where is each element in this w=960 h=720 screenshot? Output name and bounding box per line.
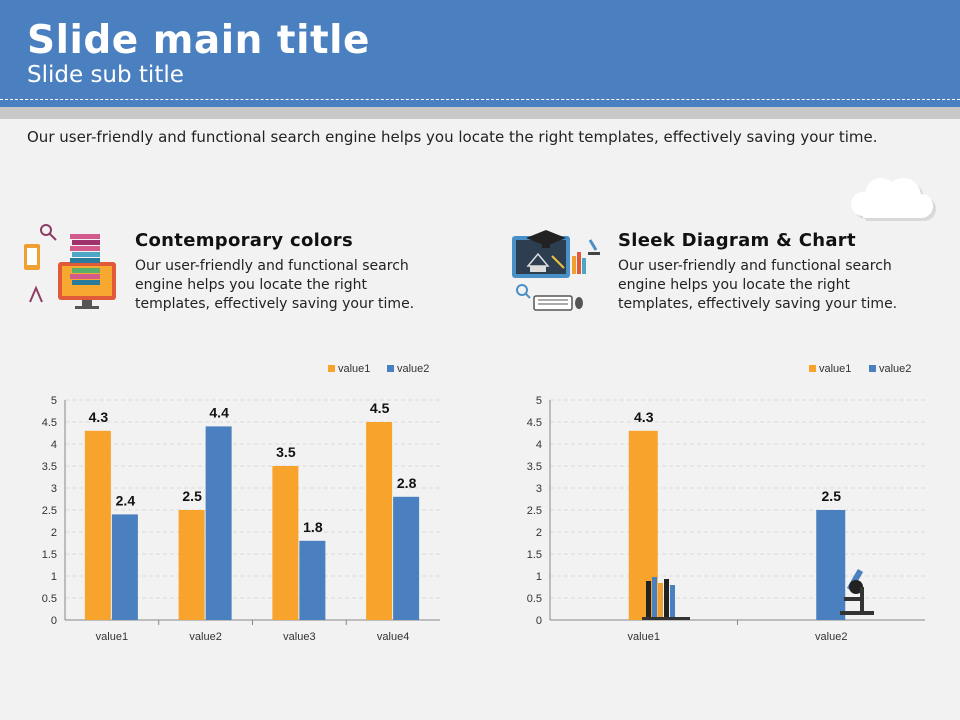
- legend-swatch-value1: [328, 365, 335, 372]
- y-tick-label: 1.5: [527, 549, 542, 561]
- x-tick-label: value1: [628, 631, 660, 643]
- y-tick-label: 4.5: [527, 417, 542, 429]
- bar-value2-value2: [205, 426, 232, 620]
- legend-swatch-value2: [387, 365, 394, 372]
- data-label: 2.4: [116, 492, 136, 508]
- x-tick-label: value3: [283, 631, 315, 643]
- y-tick-label: 3.5: [42, 461, 57, 473]
- x-tick-label: value1: [96, 631, 128, 643]
- slide-title: Slide main title: [27, 18, 370, 63]
- header-dashed-line: [0, 99, 960, 100]
- data-label: 4.3: [89, 409, 109, 425]
- y-tick-label: 0.5: [42, 593, 57, 605]
- y-tick-label: 4: [51, 439, 57, 451]
- y-tick-label: 5: [536, 395, 542, 407]
- feature-text-diagram: Our user-friendly and functional search …: [618, 258, 898, 312]
- slide-subtitle: Slide sub title: [27, 62, 184, 88]
- legend-label-value1: value1: [338, 363, 370, 375]
- data-label: 2.8: [397, 475, 417, 491]
- legend-swatch-value2: [869, 365, 876, 372]
- bar-value2-value2: [816, 510, 846, 620]
- bar-value1-value4: [366, 422, 393, 620]
- y-tick-label: 0.5: [527, 593, 542, 605]
- bar-value1-value3: [272, 466, 299, 620]
- y-tick-label: 4: [536, 439, 542, 451]
- desktop-books-icon: [24, 224, 116, 309]
- y-tick-label: 0: [536, 615, 542, 627]
- y-tick-label: 2.5: [42, 505, 57, 517]
- chart-2-plot: 0 0.5 1 1.5 2 2.5 3 3.5 4 4.5 5 value1 4.3 value2 2.5: [527, 395, 925, 643]
- data-label: 4.3: [634, 409, 654, 425]
- legend-swatch-value1: [809, 365, 816, 372]
- bar-value1-value2: [178, 510, 205, 620]
- data-label: 4.4: [209, 404, 229, 420]
- data-label: 2.5: [822, 488, 842, 504]
- y-tick-label: 3: [51, 483, 57, 495]
- y-tick-label: 2: [536, 527, 542, 539]
- bar-chart-2: value1 value2 0 0.5 1 1.5 2 2.5 3 3.5 4 4.5 5 value…: [527, 363, 925, 643]
- intro-text: Our user-friendly and functional search …: [27, 128, 878, 146]
- bar-chart-1: value1 value2 0 0.5 1 1.5 2 2.5 3 3.5 4 4.5 5 value…: [42, 363, 440, 643]
- y-tick-label: 3: [536, 483, 542, 495]
- y-tick-label: 1: [51, 571, 57, 583]
- y-tick-label: 1: [536, 571, 542, 583]
- y-tick-label: 2: [51, 527, 57, 539]
- x-tick-label: value4: [377, 631, 409, 643]
- microscope-icon: [840, 568, 874, 615]
- y-tick-label: 4.5: [42, 417, 57, 429]
- bar-value2-value4: [393, 496, 420, 620]
- legend-label-value2: value2: [879, 363, 911, 375]
- bar-value2-value1: [111, 514, 138, 620]
- feature-title-colors: Contemporary colors: [135, 230, 353, 251]
- graduation-board-icon: [512, 230, 600, 311]
- legend-label-value2: value2: [397, 363, 429, 375]
- books-icon: [642, 577, 690, 620]
- x-tick-label: value2: [189, 631, 221, 643]
- y-tick-label: 5: [51, 395, 57, 407]
- cloud-icon: [851, 178, 936, 221]
- data-label: 4.5: [370, 400, 390, 416]
- feature-text-colors: Our user-friendly and functional search …: [135, 258, 415, 312]
- data-label: 1.8: [303, 519, 323, 535]
- bar-value2-value3: [299, 540, 326, 620]
- y-tick-label: 2.5: [527, 505, 542, 517]
- y-tick-label: 1.5: [42, 549, 57, 561]
- y-tick-label: 0: [51, 615, 57, 627]
- data-label: 2.5: [182, 488, 202, 504]
- bar-value1-value1: [84, 430, 111, 620]
- header-grey-strip: [0, 107, 960, 119]
- legend-label-value1: value1: [819, 363, 851, 375]
- y-tick-label: 3.5: [527, 461, 542, 473]
- data-label: 3.5: [276, 444, 296, 460]
- x-tick-label: value2: [815, 631, 847, 643]
- feature-title-diagram: Sleek Diagram & Chart: [618, 230, 856, 251]
- header-bar: [0, 0, 960, 107]
